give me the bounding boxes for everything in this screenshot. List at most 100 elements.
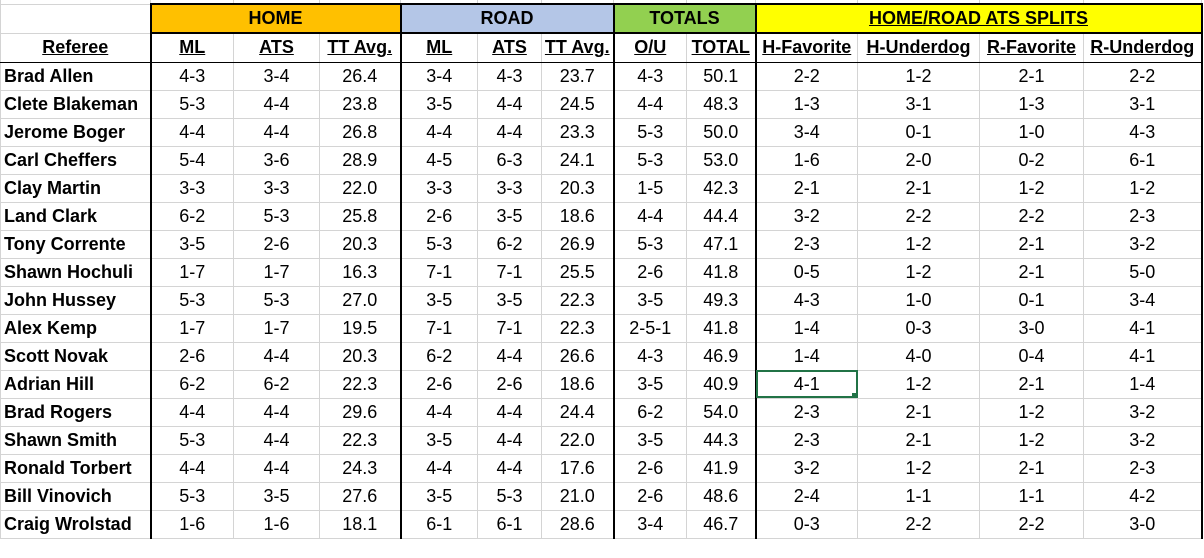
referee-name-cell[interactable]: Shawn Smith — [0, 425, 151, 455]
stat-cell-h-underdog[interactable]: 2-2 — [857, 201, 980, 231]
stat-cell-ats[interactable]: 2-6 — [233, 229, 320, 259]
stat-cell-r-underdog[interactable]: 3-2 — [1083, 229, 1203, 259]
stat-cell-ats[interactable]: 3-5 — [477, 285, 542, 315]
referee-name-cell[interactable]: Clay Martin — [0, 173, 151, 203]
stat-cell-ats[interactable]: 6-2 — [477, 229, 542, 259]
stat-cell-ml[interactable]: 1-7 — [149, 257, 234, 287]
stat-cell-r-favorite[interactable]: 1-2 — [979, 397, 1084, 427]
stat-cell-h-favorite[interactable]: 1-6 — [754, 145, 858, 175]
stat-cell-tt-avg[interactable]: 27.6 — [319, 481, 401, 511]
stat-cell-h-underdog[interactable]: 1-2 — [857, 453, 980, 483]
stat-cell-ml[interactable]: 6-1 — [399, 509, 478, 539]
stat-cell-r-underdog[interactable]: 4-3 — [1083, 117, 1203, 147]
column-header-total-8[interactable]: TOTAL — [686, 32, 756, 63]
stat-cell-ml[interactable]: 6-2 — [399, 341, 478, 371]
stat-cell-total[interactable]: 53.0 — [686, 145, 756, 175]
stat-cell-tt-avg[interactable]: 25.5 — [541, 257, 614, 287]
stat-cell-ml[interactable]: 4-5 — [399, 145, 478, 175]
stat-cell-ats[interactable]: 4-4 — [233, 397, 320, 427]
stat-cell-r-underdog[interactable]: 3-2 — [1083, 397, 1203, 427]
stat-cell-ml[interactable]: 3-5 — [399, 285, 478, 315]
stat-cell-o-u[interactable]: 3-4 — [612, 509, 687, 539]
stat-cell-ats[interactable]: 5-3 — [233, 201, 320, 231]
stat-cell-total[interactable]: 44.4 — [686, 201, 756, 231]
stat-cell-ats[interactable]: 4-4 — [233, 425, 320, 455]
group-splits-header[interactable]: HOME/ROAD ATS SPLITS — [754, 3, 1203, 34]
stat-cell-ml[interactable]: 2-6 — [399, 201, 478, 231]
stat-cell-ml[interactable]: 3-3 — [149, 173, 234, 203]
stat-cell-r-underdog[interactable]: 4-1 — [1083, 313, 1203, 343]
stat-cell-ats[interactable]: 4-4 — [233, 117, 320, 147]
stat-cell-o-u[interactable]: 2-6 — [612, 453, 687, 483]
column-header-ats-5[interactable]: ATS — [477, 32, 542, 63]
stat-cell-ats[interactable]: 6-2 — [233, 369, 320, 399]
stat-cell-total[interactable]: 48.6 — [686, 481, 756, 511]
stat-cell-ml[interactable]: 6-2 — [149, 369, 234, 399]
stat-cell-ats[interactable]: 4-4 — [477, 453, 542, 483]
stat-cell-ats[interactable]: 3-3 — [233, 173, 320, 203]
stat-cell-h-favorite[interactable]: 2-3 — [754, 425, 858, 455]
stat-cell-ats[interactable]: 4-4 — [233, 453, 320, 483]
stat-cell-ats[interactable]: 1-7 — [233, 313, 320, 343]
stat-cell-ml[interactable]: 3-5 — [149, 229, 234, 259]
stat-cell-r-favorite[interactable]: 2-1 — [979, 369, 1084, 399]
referee-name-cell[interactable]: Brad Allen — [0, 61, 151, 91]
referee-name-cell[interactable]: Bill Vinovich — [0, 481, 151, 511]
referee-name-cell[interactable]: Clete Blakeman — [0, 89, 151, 119]
stat-cell-h-favorite[interactable]: 4-3 — [754, 285, 858, 315]
stat-cell-o-u[interactable]: 2-5-1 — [612, 313, 687, 343]
stat-cell-ml[interactable]: 5-3 — [149, 425, 234, 455]
stat-cell-total[interactable]: 54.0 — [686, 397, 756, 427]
stat-cell-r-underdog[interactable]: 1-4 — [1083, 369, 1203, 399]
stat-cell-r-underdog[interactable]: 3-0 — [1083, 509, 1203, 539]
stat-cell-tt-avg[interactable]: 22.0 — [541, 425, 614, 455]
referee-name-cell[interactable]: Ronald Torbert — [0, 453, 151, 483]
column-header-r-favorite-11[interactable]: R-Favorite — [979, 32, 1084, 63]
stat-cell-ats[interactable]: 4-4 — [477, 425, 542, 455]
stat-cell-tt-avg[interactable]: 26.9 — [541, 229, 614, 259]
stat-cell-ml[interactable]: 5-3 — [399, 229, 478, 259]
stat-cell-ats[interactable]: 3-5 — [233, 481, 320, 511]
column-header-referee-0[interactable]: Referee — [0, 32, 151, 63]
stat-cell-ml[interactable]: 3-5 — [399, 425, 478, 455]
selected-cell[interactable]: 4-1 — [754, 369, 858, 399]
stat-cell-ml[interactable]: 5-3 — [149, 89, 234, 119]
stat-cell-ml[interactable]: 2-6 — [399, 369, 478, 399]
stat-cell-total[interactable]: 47.1 — [686, 229, 756, 259]
stat-cell-o-u[interactable]: 4-4 — [612, 201, 687, 231]
stat-cell-ml[interactable]: 4-4 — [149, 453, 234, 483]
stat-cell-h-favorite[interactable]: 1-4 — [754, 313, 858, 343]
stat-cell-h-favorite[interactable]: 2-2 — [754, 61, 858, 91]
stat-cell-ats[interactable]: 4-4 — [477, 89, 542, 119]
stat-cell-h-underdog[interactable]: 2-1 — [857, 425, 980, 455]
referee-name-cell[interactable]: Carl Cheffers — [0, 145, 151, 175]
stat-cell-ats[interactable]: 4-4 — [233, 89, 320, 119]
stat-cell-ml[interactable]: 7-1 — [399, 313, 478, 343]
stat-cell-ats[interactable]: 4-4 — [233, 341, 320, 371]
stat-cell-r-favorite[interactable]: 0-4 — [979, 341, 1084, 371]
stat-cell-r-favorite[interactable]: 2-2 — [979, 509, 1084, 539]
stat-cell-tt-avg[interactable]: 28.6 — [541, 509, 614, 539]
stat-cell-total[interactable]: 49.3 — [686, 285, 756, 315]
stat-cell-ats[interactable]: 6-1 — [477, 509, 542, 539]
stat-cell-tt-avg[interactable]: 26.8 — [319, 117, 401, 147]
stat-cell-total[interactable]: 41.9 — [686, 453, 756, 483]
stat-cell-ats[interactable]: 7-1 — [477, 313, 542, 343]
stat-cell-ats[interactable]: 4-4 — [477, 397, 542, 427]
stat-cell-total[interactable]: 41.8 — [686, 313, 756, 343]
stat-cell-ats[interactable]: 6-3 — [477, 145, 542, 175]
stat-cell-h-underdog[interactable]: 1-2 — [857, 229, 980, 259]
stat-cell-h-favorite[interactable]: 2-4 — [754, 481, 858, 511]
stat-cell-o-u[interactable]: 4-3 — [612, 341, 687, 371]
stat-cell-ats[interactable]: 7-1 — [477, 257, 542, 287]
stat-cell-ml[interactable]: 5-3 — [149, 481, 234, 511]
stat-cell-tt-avg[interactable]: 22.0 — [319, 173, 401, 203]
stat-cell-r-favorite[interactable]: 1-2 — [979, 425, 1084, 455]
column-header-tt-avg-6[interactable]: TT Avg. — [541, 32, 614, 63]
stat-cell-total[interactable]: 48.3 — [686, 89, 756, 119]
stat-cell-tt-avg[interactable]: 23.8 — [319, 89, 401, 119]
group-road-header[interactable]: ROAD — [399, 3, 614, 34]
stat-cell-tt-avg[interactable]: 21.0 — [541, 481, 614, 511]
stat-cell-total[interactable]: 46.9 — [686, 341, 756, 371]
stat-cell-r-underdog[interactable]: 1-2 — [1083, 173, 1203, 203]
